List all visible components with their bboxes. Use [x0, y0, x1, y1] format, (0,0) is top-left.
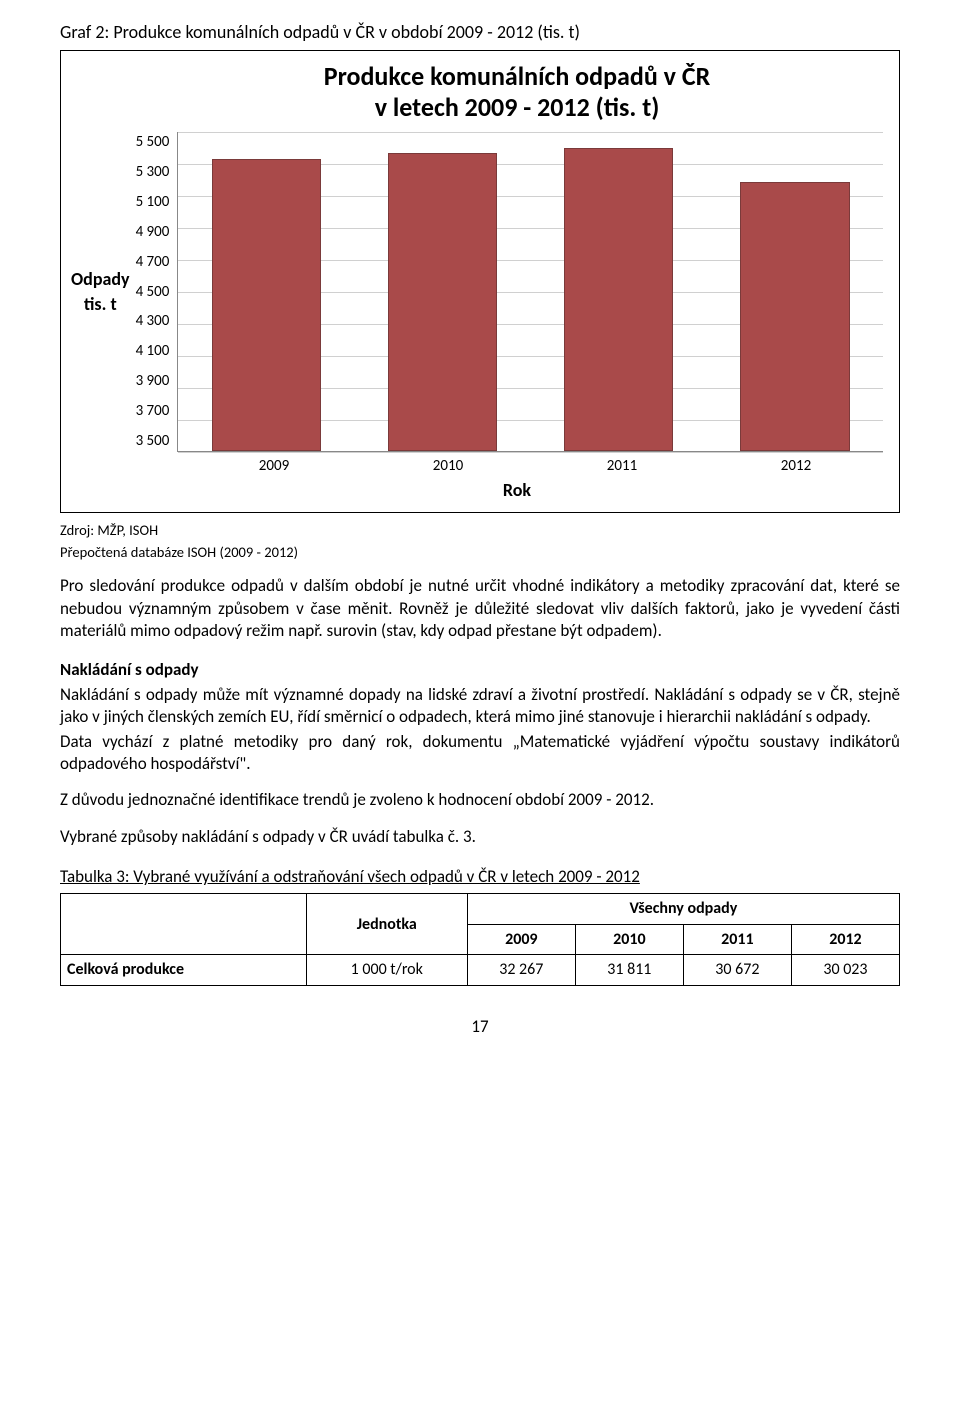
- y-axis-label: Odpady tis. t: [71, 267, 130, 316]
- x-tick-label: 2009: [187, 456, 361, 476]
- y-axis-ticks: 5 500 5 300 5 100 4 900 4 700 4 500 4 300 4 100…: [136, 132, 178, 452]
- y-tick-label: 5 500: [136, 132, 170, 152]
- y-tick-label: 3 700: [136, 401, 170, 421]
- chart-caption: Graf 2: Produkce komunálních odpadů v ČR…: [60, 20, 900, 44]
- x-axis-label: Rok: [151, 478, 883, 502]
- chart-title: Produkce komunálních odpadů v ČR v letec…: [151, 61, 883, 123]
- paragraph-5: Vybrané způsoby nakládání s odpady v ČR …: [60, 826, 900, 848]
- table-caption: Tabulka 3: Vybrané využívání a odstraňov…: [60, 866, 900, 889]
- y-tick-label: 3 500: [136, 431, 170, 451]
- x-tick-label: 2012: [709, 456, 883, 476]
- table-year-header: 2009: [467, 924, 575, 955]
- chart-bar: [564, 148, 673, 450]
- chart-source-line2: Přepočtená databáze ISOH (2009 - 2012): [60, 543, 900, 561]
- table-cell: 32 267: [467, 955, 575, 986]
- x-tick-label: 2010: [361, 456, 535, 476]
- y-tick-label: 4 100: [136, 341, 170, 361]
- y-tick-label: 4 500: [136, 282, 170, 302]
- y-tick-label: 5 100: [136, 192, 170, 212]
- paragraph-2: Nakládání s odpady může mít významné dop…: [60, 684, 900, 729]
- gridline: [178, 132, 883, 133]
- paragraph-4: Z důvodu jednoznačné identifikace trendů…: [60, 789, 900, 811]
- y-tick-label: 4 700: [136, 252, 170, 272]
- table-year-header: 2012: [791, 924, 899, 955]
- table-row: Celková produkce 1 000 t/rok 32 267 31 8…: [61, 955, 900, 986]
- table-cell: 30 672: [683, 955, 791, 986]
- x-axis-ticks: 2009201020112012: [187, 456, 883, 476]
- paragraph-3: Data vychází z platné metodiky pro daný …: [60, 731, 900, 776]
- section-heading: Nakládání s odpady: [60, 659, 900, 682]
- table-row-unit: 1 000 t/rok: [306, 955, 467, 986]
- chart-title-line2: v letech 2009 - 2012 (tis. t): [375, 91, 660, 123]
- y-tick-label: 4 900: [136, 222, 170, 242]
- table-row-label: Celková produkce: [61, 955, 307, 986]
- paragraph-1: Pro sledování produkce odpadů v dalším o…: [60, 575, 900, 642]
- table-super-header: Všechny odpady: [467, 894, 899, 925]
- table-header-row-1: Jednotka Všechny odpady: [61, 894, 900, 925]
- page-number: 17: [60, 1016, 900, 1039]
- table-cell: 30 023: [791, 955, 899, 986]
- table-unit-header: Jednotka: [306, 894, 467, 955]
- chart-container: Produkce komunálních odpadů v ČR v letec…: [60, 50, 900, 513]
- x-tick-label: 2011: [535, 456, 709, 476]
- data-table: Jednotka Všechny odpady 2009201020112012…: [60, 893, 900, 986]
- y-tick-label: 4 300: [136, 311, 170, 331]
- chart-bar: [388, 153, 497, 451]
- chart-title-line1: Produkce komunálních odpadů v ČR: [324, 60, 711, 92]
- table-year-header: 2010: [575, 924, 683, 955]
- table-year-header: 2011: [683, 924, 791, 955]
- y-tick-label: 5 300: [136, 162, 170, 182]
- chart-bar: [740, 182, 849, 451]
- table-cell: 31 811: [575, 955, 683, 986]
- y-tick-label: 3 900: [136, 371, 170, 391]
- gridline: [178, 452, 883, 453]
- table-empty-header: [61, 894, 307, 955]
- chart-plot-area: [177, 132, 883, 452]
- chart-bar: [212, 159, 321, 450]
- chart-source-line1: Zdroj: MŽP, ISOH: [60, 521, 900, 539]
